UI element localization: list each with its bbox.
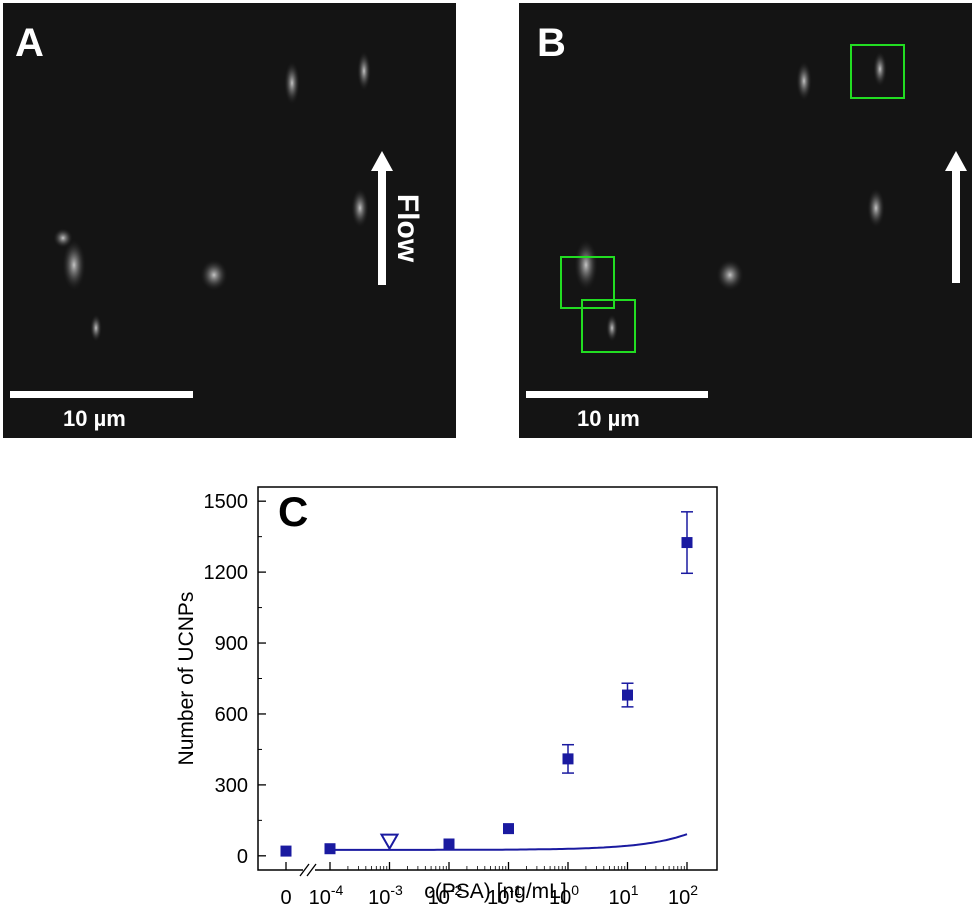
x-tick-label-base: 10 [428,887,450,909]
x-tick-label-exponent: 2 [690,882,698,898]
data-point [324,843,336,855]
x-tick-label: 10-1 [487,882,522,909]
micrograph-b-image [526,44,967,398]
fluorescent-spot [200,259,228,291]
x-tick-label-base: 0 [280,887,291,909]
data-point [681,537,693,549]
x-tick-label-exponent: -2 [450,882,463,898]
fluorescent-spot [90,314,102,342]
data-point-open-triangle [379,833,400,851]
fluorescent-spot [284,61,300,105]
x-tick-label-base: 10 [368,887,390,909]
scale-bar-label-b: 10 µm [577,406,640,431]
panel-b-letter: B [537,21,566,65]
scale-bar-label-a: 10 µm [63,406,126,431]
fluorescent-spot [574,239,598,291]
flow-arrow-head [945,151,967,171]
detection-box [560,256,615,309]
x-tick-label-exponent: -4 [331,882,344,898]
x-tick-label-base: 10 [487,887,509,909]
axis-break-slash [306,863,317,877]
x-tick-label-base: 10 [608,887,630,909]
x-tick-label: 102 [668,882,698,909]
fluorescent-spot [716,259,744,291]
y-tick-label: 1200 [204,562,249,584]
x-tick-label: 10-3 [368,882,403,909]
fluorescent-spot [873,51,887,87]
flow-arrow-head [371,151,393,171]
x-tick-label: 100 [549,882,579,909]
fluorescent-spot [867,188,885,228]
micrograph-panel-a: A Flow 10 µm [3,3,456,438]
x-tick-label-exponent: -1 [509,882,522,898]
x-tick-label: 0 [280,887,291,909]
x-tick-label: 101 [608,882,638,909]
flow-label: Flow [391,193,425,263]
data-point [443,838,455,850]
x-tick-label: 10-4 [309,882,344,909]
x-tick-label-exponent: -3 [390,882,403,898]
y-tick-label: 900 [215,633,248,655]
panel-a-letter: A [15,21,44,65]
x-tick-label-exponent: 1 [631,882,639,898]
fluorescent-spot [357,51,371,91]
micrograph-a-image [10,51,393,398]
data-point [562,753,574,765]
y-tick-label: 0 [237,846,248,868]
x-tick-label-base: 10 [309,887,331,909]
detection-box [850,44,905,99]
fluorescent-spot [351,188,369,228]
fluorescent-spot [53,228,73,248]
fluorescent-spot [606,314,618,342]
axis-break-slash [299,863,310,877]
scale-bar [526,391,708,398]
plot-frame [257,486,718,871]
y-tick-label: 600 [215,704,248,726]
x-tick-label-base: 10 [549,887,571,909]
data-point [622,689,633,701]
scale-bar [10,391,193,398]
x-tick-label: 10-2 [428,882,463,909]
y-tick-label: 1500 [204,491,249,513]
panel-c-letter: C [278,488,308,535]
detection-box [581,299,636,353]
data-point [503,823,514,835]
x-tick-label-exponent: 0 [571,882,579,898]
fluorescent-spot [62,239,86,291]
y-axis-label: Number of UCNPs [175,592,198,766]
y-tick-label: 300 [215,775,248,797]
axis-break [299,863,317,877]
fluorescent-spot [796,61,812,101]
data-point [280,845,292,857]
micrograph-panel-b: B 10 µm [519,3,972,438]
x-tick-label-base: 10 [668,887,690,909]
x-axis-label: c(PSA) [ng/mL] [424,880,566,903]
